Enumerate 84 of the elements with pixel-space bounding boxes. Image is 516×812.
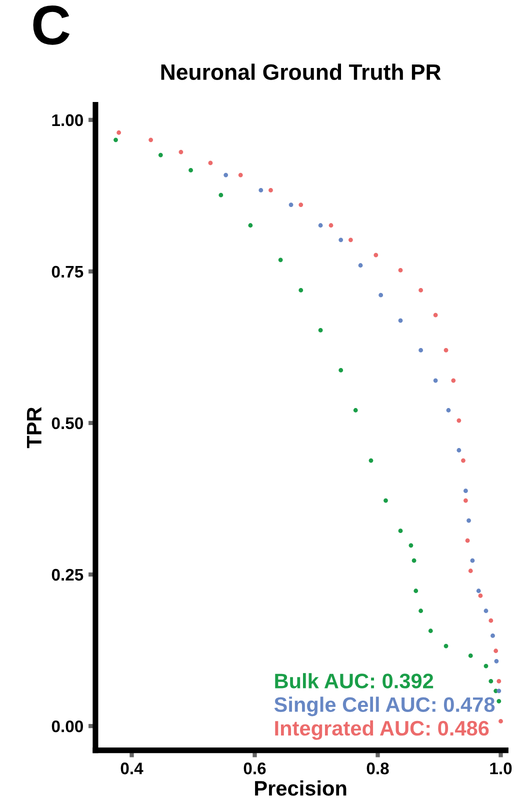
point (418, 348, 424, 352)
point (398, 528, 403, 534)
point (353, 408, 358, 412)
point (358, 263, 363, 268)
series-label: Integrated AUC: 0.486 (275, 720, 489, 740)
point (498, 718, 503, 724)
point (158, 152, 163, 158)
text: C (33, 6, 70, 45)
point (348, 238, 353, 242)
point (318, 223, 323, 228)
point (433, 312, 438, 318)
point (378, 292, 384, 298)
point (248, 223, 253, 228)
point (433, 378, 438, 383)
y-tick-label: 1.00 (52, 114, 83, 126)
point (268, 188, 273, 192)
point (496, 688, 502, 694)
point (398, 268, 403, 272)
y-tick-label: 0.00 (52, 720, 83, 732)
point (218, 192, 224, 198)
y-tick-label: 0.75 (52, 266, 84, 278)
point (374, 252, 378, 258)
point (398, 318, 403, 323)
point (488, 618, 494, 623)
x-tick-label: 0.6 (244, 762, 266, 774)
y-tick-label: 0.25 (52, 568, 84, 581)
point (456, 448, 462, 452)
x-tick-label: 0.4 (120, 762, 144, 774)
point (116, 130, 122, 135)
point (418, 288, 424, 292)
point (148, 138, 154, 142)
point (384, 498, 388, 503)
point (178, 150, 184, 154)
point (494, 658, 499, 664)
y-tick-label: 0.50 (52, 417, 83, 430)
point (464, 498, 468, 503)
point (258, 188, 264, 192)
point (238, 172, 243, 178)
point (338, 368, 344, 372)
y-axis-title: TPR (27, 407, 42, 448)
series-label: Bulk AUC: 0.392 (275, 673, 434, 688)
series-label: Single Cell AUC: 0.478 (274, 696, 495, 716)
point (114, 138, 118, 142)
point (208, 160, 213, 166)
point (464, 488, 468, 494)
chart-title: Neuronal Ground Truth PR (161, 64, 441, 80)
point (414, 588, 418, 594)
point (468, 568, 473, 574)
point (318, 328, 323, 332)
x-tick-label: 1.0 (490, 762, 512, 774)
point (368, 458, 374, 463)
point (484, 608, 488, 614)
point (444, 348, 448, 352)
point (418, 608, 424, 614)
point (446, 408, 451, 412)
point (412, 558, 416, 563)
point (224, 172, 228, 178)
x-tick-label: 0.8 (366, 762, 389, 774)
point (466, 518, 471, 523)
point (298, 288, 304, 292)
point (496, 698, 502, 704)
point (461, 458, 466, 463)
point (496, 678, 502, 684)
x-axis-title: Precision (255, 780, 346, 796)
point (456, 418, 462, 423)
point (468, 654, 473, 658)
point (298, 202, 304, 207)
point (476, 588, 481, 594)
point (188, 168, 193, 172)
point (278, 258, 283, 262)
point (408, 543, 414, 548)
point (444, 644, 448, 648)
point (288, 202, 294, 207)
point (465, 538, 470, 543)
point (484, 664, 488, 668)
point (328, 223, 334, 228)
point (428, 628, 433, 634)
point (338, 238, 344, 242)
point (494, 648, 498, 654)
point (490, 634, 495, 638)
point (470, 558, 475, 563)
point (451, 378, 456, 383)
point (478, 594, 483, 598)
point (488, 678, 494, 684)
